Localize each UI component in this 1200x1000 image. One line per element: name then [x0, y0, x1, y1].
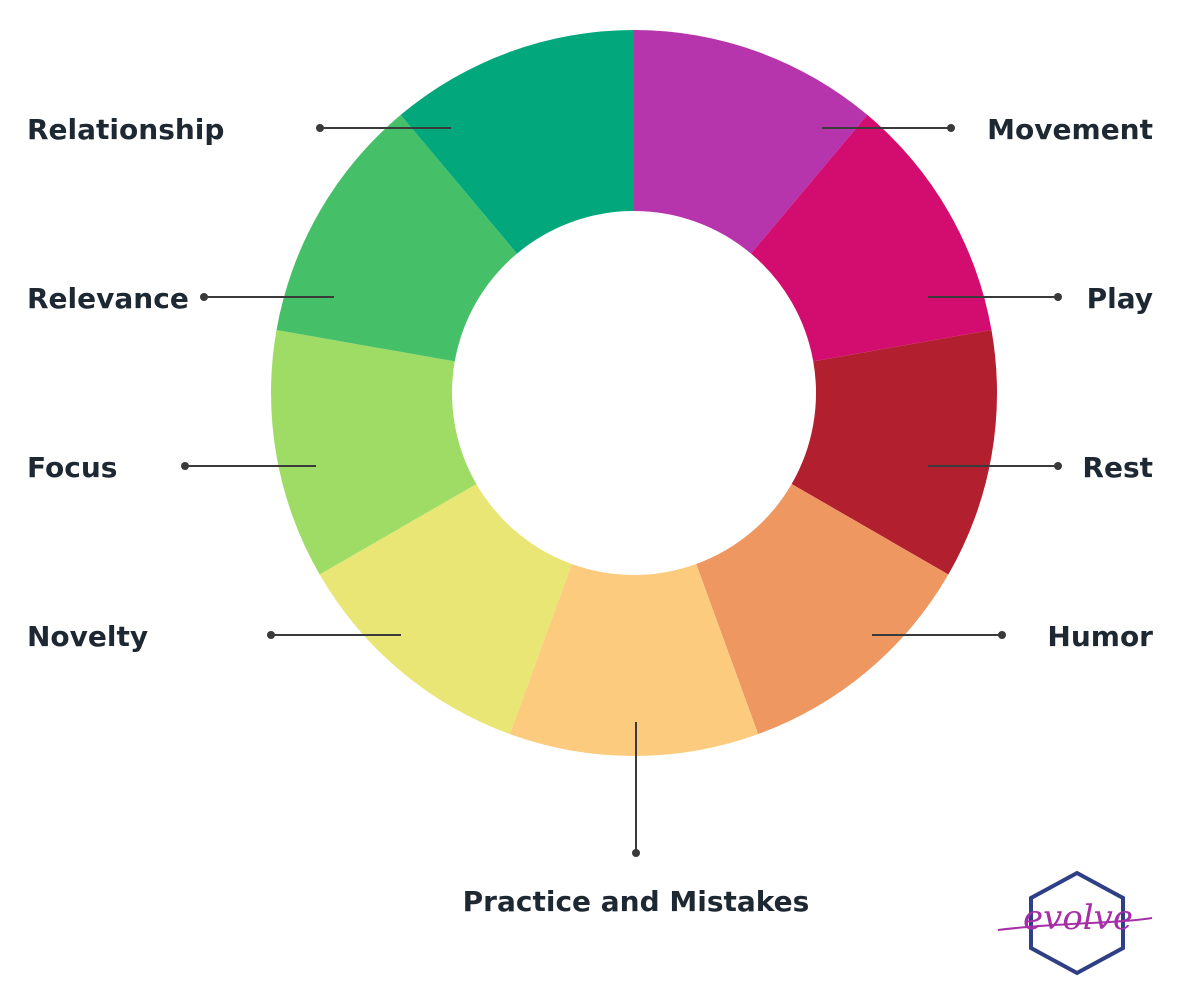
segment-play — [750, 114, 992, 362]
leader-dot-relevance — [200, 293, 208, 301]
segment-focus — [270, 329, 477, 575]
label-relationship: Relationship — [27, 113, 224, 146]
label-relevance: Relevance — [27, 282, 189, 315]
label-rest: Rest — [1082, 451, 1153, 484]
logo-swash-icon — [997, 917, 1153, 931]
leader-dot-movement — [947, 124, 955, 132]
leader-dot-relationship — [316, 124, 324, 132]
leader-dot-focus — [181, 462, 189, 470]
segment-rest — [791, 329, 997, 575]
segment-labels: Movement Play Rest Humor Practice and Mistak… — [27, 113, 1153, 918]
label-practice-and-mistakes: Practice and Mistakes — [463, 885, 810, 918]
label-play: Play — [1087, 282, 1153, 315]
segment-movement — [634, 30, 868, 254]
leader-dot-humor — [998, 631, 1006, 639]
leader-dot-novelty — [267, 631, 275, 639]
leader-dot-practice-and-mistakes — [632, 849, 640, 857]
label-novelty: Novelty — [27, 620, 148, 653]
evolve-logo: evolve — [997, 870, 1153, 976]
label-focus: Focus — [27, 451, 117, 484]
leader-dot-play — [1054, 293, 1062, 301]
label-movement: Movement — [987, 113, 1153, 146]
segment-novelty — [319, 484, 572, 735]
leader-lines — [181, 124, 1062, 857]
segment-practice-and-mistakes — [509, 564, 759, 756]
segment-relationship — [400, 30, 634, 254]
donut-ring — [270, 30, 997, 756]
segment-relevance — [276, 114, 518, 362]
logo-wordmark: evolve — [1023, 898, 1133, 938]
leader-dot-rest — [1054, 462, 1062, 470]
segment-humor — [696, 484, 949, 735]
logo-hexagon-icon — [1029, 870, 1125, 976]
label-humor: Humor — [1047, 620, 1153, 653]
